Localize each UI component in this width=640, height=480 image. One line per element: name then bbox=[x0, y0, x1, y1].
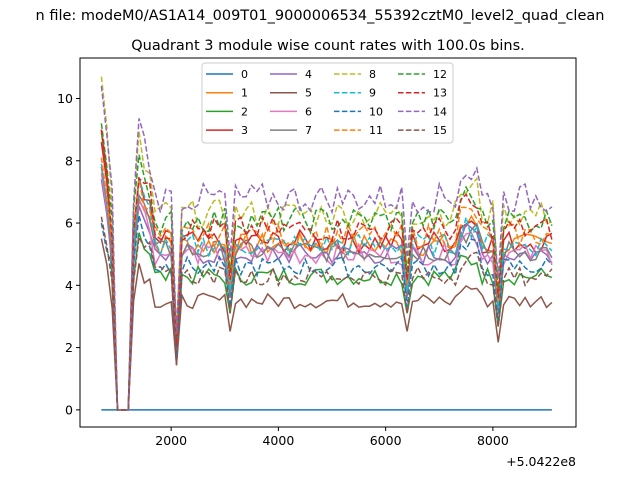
legend-label-9: 9 bbox=[369, 87, 376, 100]
series-line-15 bbox=[100, 216, 553, 411]
legend-label-2: 2 bbox=[241, 105, 248, 118]
legend-label-0: 0 bbox=[241, 68, 248, 81]
x-tick-label: 2000 bbox=[155, 433, 187, 448]
series-line-12 bbox=[100, 123, 553, 411]
series-line-6 bbox=[100, 173, 553, 411]
legend-label-7: 7 bbox=[305, 124, 312, 137]
series-line-5 bbox=[100, 238, 553, 411]
plot-series-group bbox=[100, 76, 553, 411]
legend-label-12: 12 bbox=[433, 68, 447, 81]
series-line-9 bbox=[100, 163, 553, 411]
x-tick-label: 8000 bbox=[477, 433, 509, 448]
x-tick-label: 4000 bbox=[262, 433, 294, 448]
legend-label-13: 13 bbox=[433, 87, 447, 100]
series-line-14 bbox=[100, 85, 553, 411]
legend-label-1: 1 bbox=[241, 87, 248, 100]
x-axis: 2000 4000 6000 8000 bbox=[155, 427, 509, 448]
chart-title: Quadrant 3 module wise count rates with … bbox=[131, 38, 525, 54]
y-tick-label: 10 bbox=[57, 91, 73, 106]
legend-label-8: 8 bbox=[369, 68, 376, 81]
legend-frame bbox=[201, 62, 454, 144]
y-tick-label: 8 bbox=[65, 153, 73, 168]
y-tick-label: 4 bbox=[65, 278, 73, 293]
legend-label-5: 5 bbox=[305, 87, 312, 100]
legend-label-6: 6 bbox=[305, 105, 312, 118]
y-tick-label: 6 bbox=[65, 216, 73, 231]
legend-label-14: 14 bbox=[433, 105, 447, 118]
x-offset-label: +5.0422e8 bbox=[506, 454, 576, 469]
plot-frame bbox=[79, 57, 577, 428]
series-line-7 bbox=[100, 166, 553, 411]
x-tick-label: 6000 bbox=[370, 433, 402, 448]
legend-label-15: 15 bbox=[433, 124, 447, 137]
legend-label-10: 10 bbox=[369, 105, 383, 118]
legend-label-11: 11 bbox=[369, 124, 383, 137]
y-tick-label: 0 bbox=[65, 402, 73, 417]
y-axis: 0 2 4 6 8 10 bbox=[57, 91, 80, 417]
legend-label-3: 3 bbox=[241, 124, 248, 137]
chart-suptitle: n file: modeM0/AS1A14_009T01_9000006534_… bbox=[36, 8, 605, 24]
series-line-11 bbox=[100, 157, 553, 411]
legend-label-4: 4 bbox=[305, 68, 312, 81]
series-line-13 bbox=[100, 129, 553, 411]
y-tick-label: 2 bbox=[65, 340, 73, 355]
